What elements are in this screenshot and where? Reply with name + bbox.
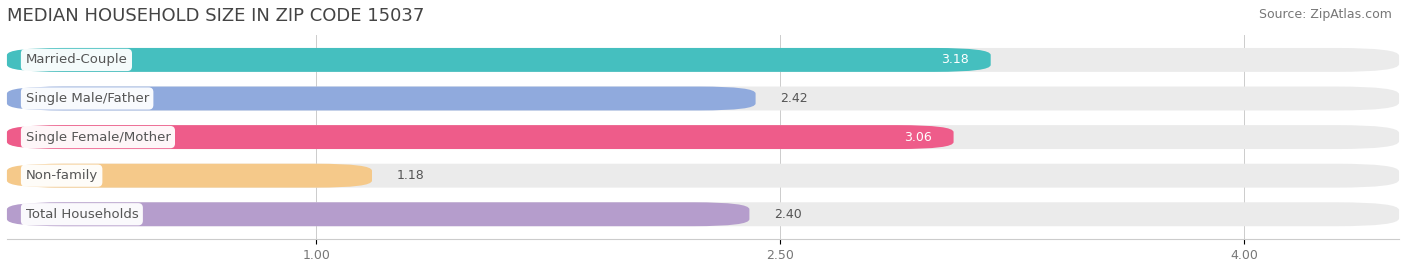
Text: Married-Couple: Married-Couple [25, 54, 128, 66]
Text: Total Households: Total Households [25, 208, 138, 221]
FancyBboxPatch shape [7, 202, 1399, 226]
FancyBboxPatch shape [7, 87, 755, 111]
Text: Non-family: Non-family [25, 169, 98, 182]
Text: 3.06: 3.06 [904, 130, 932, 144]
Text: MEDIAN HOUSEHOLD SIZE IN ZIP CODE 15037: MEDIAN HOUSEHOLD SIZE IN ZIP CODE 15037 [7, 7, 425, 25]
Text: 2.42: 2.42 [780, 92, 808, 105]
Text: Source: ZipAtlas.com: Source: ZipAtlas.com [1258, 8, 1392, 21]
FancyBboxPatch shape [7, 164, 1399, 188]
FancyBboxPatch shape [7, 125, 1399, 149]
Text: Single Female/Mother: Single Female/Mother [25, 130, 170, 144]
Text: 3.18: 3.18 [941, 54, 969, 66]
FancyBboxPatch shape [7, 164, 373, 188]
FancyBboxPatch shape [7, 48, 1399, 72]
FancyBboxPatch shape [7, 48, 991, 72]
FancyBboxPatch shape [7, 87, 1399, 111]
Text: 2.40: 2.40 [775, 208, 801, 221]
FancyBboxPatch shape [7, 202, 749, 226]
FancyBboxPatch shape [7, 125, 953, 149]
Text: 1.18: 1.18 [396, 169, 425, 182]
Text: Single Male/Father: Single Male/Father [25, 92, 149, 105]
